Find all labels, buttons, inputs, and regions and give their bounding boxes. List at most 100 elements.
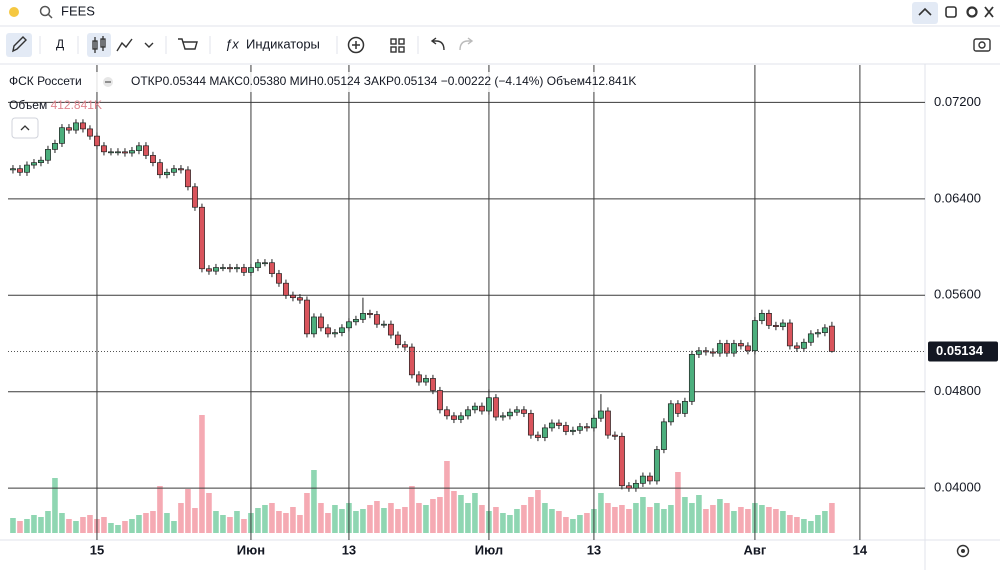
candle-body	[814, 332, 821, 335]
volume-bar	[703, 509, 709, 533]
last-price-label: 0.05134	[936, 343, 984, 358]
symbol[interactable]: FEES	[61, 3, 95, 18]
layout-button[interactable]	[390, 38, 405, 53]
volume-bar	[570, 519, 576, 533]
chart-type-menu[interactable]	[144, 42, 154, 48]
candle-body	[345, 321, 352, 329]
volume-bar	[101, 517, 107, 533]
volume-bar	[451, 491, 457, 533]
candle-body	[457, 415, 464, 420]
volume-bar	[171, 521, 177, 533]
volume-bar	[304, 493, 310, 533]
y-tick-label: 0.07200	[934, 94, 981, 109]
candle-body	[66, 127, 72, 131]
undo-button[interactable]	[430, 37, 445, 51]
pane-collapse[interactable]	[11, 117, 39, 139]
volume-bar	[150, 511, 156, 533]
volume-bar	[318, 503, 324, 533]
x-tick-label: 14	[853, 542, 868, 557]
candle-body	[352, 319, 359, 323]
legend-label: ОТКР	[131, 74, 163, 88]
volume-bar	[164, 513, 170, 533]
volume-bar	[17, 521, 23, 533]
volume-bar	[612, 507, 618, 533]
volume-bar	[696, 495, 702, 533]
candle-body	[499, 415, 506, 418]
volume-bar	[409, 486, 415, 533]
candle-body	[185, 169, 191, 188]
legend-label: МАКС	[209, 74, 243, 88]
y-tick-label: 0.06400	[934, 190, 981, 205]
window-button[interactable]	[945, 6, 957, 18]
candle-body	[45, 149, 51, 161]
indicators-button[interactable]: Индикаторы	[246, 36, 320, 51]
candle-body	[513, 409, 520, 413]
volume-bar	[724, 503, 730, 533]
volume-bar	[584, 513, 590, 533]
candle-body	[373, 314, 380, 325]
volume-bar	[339, 509, 345, 533]
candle-body	[289, 294, 296, 299]
legend-volume-label: Объем	[547, 74, 585, 88]
interval-button[interactable]: Д	[56, 37, 64, 51]
screenshot-button[interactable]	[973, 38, 991, 52]
redo-button[interactable]	[459, 37, 474, 51]
candle-body	[758, 313, 765, 321]
y-tick-label: 0.05600	[934, 287, 981, 302]
add-button[interactable]	[347, 36, 365, 54]
legend-change: −0.00222 (−4.14%)	[441, 74, 544, 88]
candle-body	[828, 325, 835, 352]
legend-label: ЗАКР	[364, 74, 394, 88]
close-button[interactable]	[984, 6, 994, 18]
legend-value: 0.05344	[163, 74, 207, 88]
instrument-name: ФСК Россети	[9, 74, 82, 88]
candles-button[interactable]	[87, 33, 111, 57]
candle-body	[660, 421, 667, 450]
volume-bar	[59, 513, 65, 533]
volume-bar	[241, 519, 247, 533]
candle-body	[262, 262, 268, 265]
volume-bar	[640, 497, 646, 533]
collapse-button[interactable]	[912, 2, 938, 24]
candle-body	[338, 327, 345, 333]
legend-label: МИН	[290, 74, 317, 88]
volume-bar	[647, 507, 653, 533]
draw-button[interactable]	[6, 33, 32, 57]
candle-body	[527, 413, 534, 436]
candle-body	[366, 313, 373, 315]
candle-body	[625, 485, 632, 489]
volume-bar	[710, 505, 716, 533]
volume-bar	[395, 509, 401, 533]
settings-button[interactable]	[966, 6, 978, 18]
candle-body	[667, 403, 674, 423]
volume-bar	[556, 511, 562, 533]
candle-body	[765, 313, 772, 326]
candle-body	[583, 426, 590, 429]
time-axis-settings[interactable]	[956, 544, 970, 558]
volume-bar	[808, 521, 814, 533]
candle-body	[324, 327, 331, 335]
candle-body	[206, 268, 212, 272]
candle-body	[303, 299, 310, 335]
candle-body	[192, 186, 198, 208]
volume-bar	[297, 515, 303, 533]
legend-value: 0.05124	[317, 74, 361, 88]
candle-body	[268, 262, 275, 274]
x-tick-label: Июл	[475, 542, 503, 557]
volume-bar	[129, 519, 135, 533]
volume-bar	[731, 511, 737, 533]
candle-body	[275, 273, 282, 284]
volume-bar	[269, 503, 275, 533]
volume-bar	[143, 513, 149, 533]
cart-icon[interactable]	[178, 38, 198, 50]
candle-body	[122, 151, 128, 154]
volume-bar	[661, 509, 667, 533]
y-tick-label: 0.04800	[934, 383, 981, 398]
candle-body	[821, 327, 828, 333]
volume-bar	[311, 470, 317, 533]
search-icon[interactable]	[39, 5, 53, 19]
volume-bar	[255, 508, 261, 533]
area-icon[interactable]	[116, 38, 133, 52]
candle-body	[492, 397, 499, 418]
